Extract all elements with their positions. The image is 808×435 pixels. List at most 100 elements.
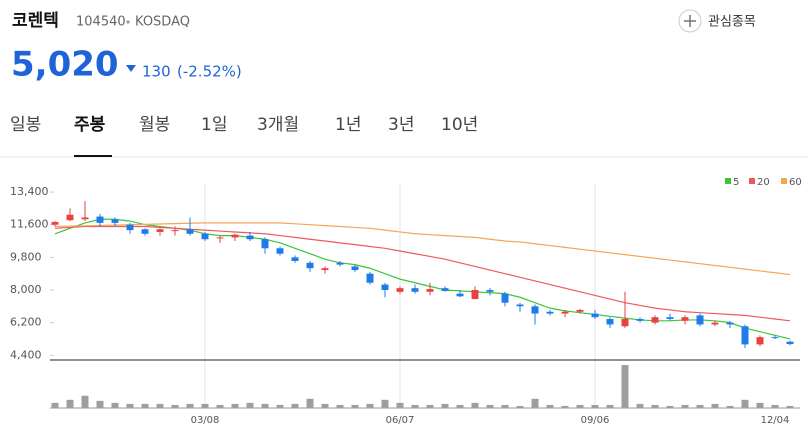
candle-body bbox=[426, 289, 434, 292]
volume-bar bbox=[111, 402, 119, 408]
x-tick-label: 06/07 bbox=[386, 415, 415, 426]
tab[interactable]: 3년 bbox=[388, 115, 414, 135]
candle-body bbox=[231, 234, 239, 238]
candle-body bbox=[681, 317, 689, 321]
volume-bar bbox=[501, 404, 509, 408]
volume-bar bbox=[366, 403, 374, 408]
volume-bar bbox=[261, 403, 269, 408]
y-tick-label: 8,000 bbox=[10, 283, 42, 296]
legend-label: 20 bbox=[757, 177, 770, 188]
tab[interactable]: 10년 bbox=[441, 115, 478, 135]
volume-bar bbox=[66, 399, 74, 408]
legend-swatch bbox=[749, 178, 755, 184]
price: 5,020 bbox=[11, 45, 119, 85]
volume-bar bbox=[171, 404, 179, 408]
legend-label: 5 bbox=[733, 177, 739, 188]
candle-body bbox=[756, 337, 764, 345]
candle-body bbox=[396, 288, 404, 292]
volume-bar bbox=[741, 399, 749, 408]
watch-button[interactable]: 관심종목 bbox=[708, 15, 756, 30]
x-tick-label: 03/08 bbox=[191, 415, 220, 426]
volume-bar bbox=[201, 403, 209, 408]
volume-bar bbox=[231, 403, 239, 408]
volume-bar bbox=[576, 404, 584, 408]
tab[interactable]: 월봉 bbox=[139, 115, 170, 135]
plus-sign bbox=[684, 15, 696, 27]
candle-body bbox=[741, 326, 749, 345]
candle-body bbox=[51, 221, 59, 225]
x-tick-label: 09/06 bbox=[581, 415, 610, 426]
candle-body bbox=[66, 214, 74, 221]
tab[interactable]: 1년 bbox=[335, 115, 361, 135]
volume-bar bbox=[441, 403, 449, 408]
y-tick-label: 9,800 bbox=[10, 250, 42, 263]
candle-body bbox=[636, 319, 644, 321]
volume-bar bbox=[591, 404, 599, 408]
moving-average-line bbox=[54, 218, 791, 340]
volume-bar bbox=[141, 403, 149, 408]
volume-bar bbox=[516, 405, 524, 408]
moving-average-line bbox=[54, 225, 791, 322]
volume-bar bbox=[786, 405, 794, 408]
volume-bar bbox=[651, 404, 659, 408]
candle-body bbox=[666, 317, 674, 320]
tab[interactable]: 일봉 bbox=[10, 115, 41, 135]
legend-swatch bbox=[781, 178, 787, 184]
volume-bar bbox=[666, 405, 674, 408]
volume-bar bbox=[381, 399, 389, 408]
volume-bar bbox=[711, 403, 719, 408]
volume-bar bbox=[216, 404, 224, 408]
candle-body bbox=[156, 229, 164, 232]
volume-bar bbox=[771, 404, 779, 408]
volume-bar bbox=[96, 400, 104, 408]
volume-bar bbox=[306, 398, 314, 408]
candle-body bbox=[561, 311, 569, 314]
volume-bar bbox=[756, 402, 764, 408]
candle-body bbox=[606, 319, 614, 325]
candle-body bbox=[651, 317, 659, 323]
volume-bar bbox=[321, 403, 329, 408]
candle-body bbox=[486, 289, 494, 292]
volume-bar bbox=[696, 404, 704, 408]
candle-body bbox=[696, 315, 704, 325]
separator-dot bbox=[126, 20, 130, 24]
y-tick-label: 13,400 bbox=[10, 185, 49, 198]
tab[interactable]: 3개월 bbox=[257, 115, 299, 135]
candle-body bbox=[546, 311, 554, 314]
x-tick-label: 12/04 bbox=[761, 415, 790, 426]
add-watch-icon[interactable] bbox=[678, 9, 702, 33]
candle-body bbox=[591, 313, 599, 318]
candle-body bbox=[111, 219, 119, 223]
candle-body bbox=[96, 216, 104, 223]
candle-body bbox=[456, 293, 464, 297]
candle-body bbox=[81, 217, 89, 220]
volume-bar bbox=[726, 405, 734, 408]
volume-bar bbox=[681, 404, 689, 408]
tab[interactable]: 1일 bbox=[201, 115, 227, 135]
candle-body bbox=[516, 304, 524, 307]
volume-bar bbox=[336, 404, 344, 408]
volume-bar bbox=[396, 402, 404, 408]
candle-body bbox=[531, 306, 539, 314]
candle-body bbox=[261, 239, 269, 249]
y-tick-label: 11,600 bbox=[10, 218, 49, 231]
candle-body bbox=[351, 266, 359, 271]
down-arrow bbox=[126, 65, 136, 72]
candle-body bbox=[441, 288, 449, 291]
moving-average-line bbox=[54, 222, 791, 276]
volume-bar bbox=[156, 403, 164, 408]
candle-body bbox=[171, 230, 179, 232]
candle-body bbox=[366, 273, 374, 283]
volume-bar bbox=[426, 404, 434, 408]
candle-body bbox=[306, 262, 314, 269]
volume-bar bbox=[546, 404, 554, 408]
stock-code: 104540 bbox=[76, 15, 126, 30]
tab[interactable]: 주봉 bbox=[74, 115, 106, 135]
volume-bar bbox=[636, 403, 644, 408]
candle-body bbox=[246, 235, 254, 240]
candle-body bbox=[336, 262, 344, 265]
candle-body bbox=[186, 229, 194, 234]
candle-body bbox=[141, 229, 149, 234]
candle-body bbox=[726, 322, 734, 325]
